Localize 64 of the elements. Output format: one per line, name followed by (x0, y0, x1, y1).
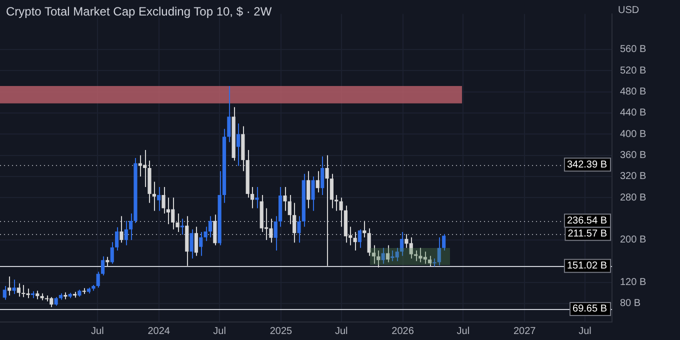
candlestick (8, 276, 12, 296)
ref-line-label: 342.39 B (566, 159, 608, 170)
candlestick (236, 123, 240, 166)
candlestick (320, 156, 324, 196)
candlestick (208, 216, 212, 238)
ref-line-label: 69.65 B (572, 304, 608, 315)
candlestick (442, 234, 446, 252)
x-tick-label: 2024 (148, 326, 170, 337)
ref-line-label: 236.54 B (566, 215, 608, 226)
x-tick-label: Jul (456, 326, 470, 337)
candlestick (372, 244, 376, 264)
candlestick (316, 170, 320, 193)
y-tick-label: 120 B (620, 277, 646, 288)
candlestick (199, 232, 203, 256)
candlestick (386, 244, 390, 263)
candlestick (194, 226, 198, 256)
ref-line-label: 151.02 B (566, 260, 608, 272)
y-axis-title: USD (618, 4, 640, 16)
candlestick (180, 218, 184, 236)
candlestick (157, 186, 161, 212)
candlestick (213, 214, 217, 246)
candlestick (110, 242, 114, 264)
ref-line-label: 211.57 B (568, 228, 608, 240)
x-tick-label: 2026 (392, 326, 414, 337)
candlestick (227, 85, 231, 143)
candlestick (255, 186, 259, 209)
candlestick (12, 279, 16, 294)
x-tick-label: Jul (578, 326, 592, 337)
y-tick-label: 360 B (620, 150, 646, 162)
candlestick (339, 197, 343, 228)
candlestick (353, 232, 357, 252)
candlestick (100, 256, 105, 276)
chart-title: Crypto Total Market Cap Excluding Top 10, $ · 2W (6, 4, 272, 18)
x-tick-label: Jul (91, 326, 104, 337)
candlestick (311, 176, 315, 212)
candlestick (152, 181, 156, 212)
candlestick (400, 232, 404, 256)
candlestick (190, 228, 194, 259)
y-tick-label: 520 B (620, 65, 646, 76)
x-tick-label: Jul (213, 326, 226, 337)
candlestick (283, 186, 287, 212)
x-tick-label: 2027 (513, 326, 536, 337)
candlestick (124, 220, 128, 246)
candlestick (297, 216, 301, 244)
candlestick (362, 220, 366, 238)
candlestick (367, 228, 371, 256)
y-tick-label: 80 B (620, 298, 641, 310)
candlestick (358, 228, 362, 248)
y-tick-label: 200 B (620, 234, 646, 246)
candlestick (114, 226, 119, 252)
y-tick-label: 320 B (620, 171, 646, 182)
y-tick-label: 480 B (620, 86, 646, 98)
y-tick-label: 440 B (620, 108, 646, 119)
candlestick (2, 286, 6, 300)
candlestick (120, 216, 124, 244)
x-tick-label: Jul (334, 326, 348, 337)
candlestick (306, 170, 310, 209)
y-tick-label: 560 B (620, 44, 646, 56)
y-tick-label: 400 B (620, 128, 646, 140)
candlestick (381, 247, 385, 264)
y-tick-label: 280 B (620, 192, 646, 204)
candlestick (96, 271, 100, 288)
x-tick-label: 2025 (270, 326, 293, 337)
candlestick (437, 236, 441, 266)
